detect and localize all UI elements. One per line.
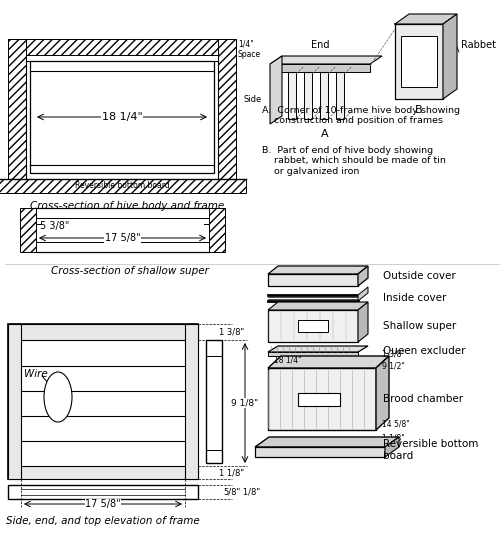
Polygon shape <box>358 302 368 342</box>
Polygon shape <box>376 356 389 430</box>
Text: 9 1/2": 9 1/2" <box>382 362 405 371</box>
Text: 17 5/8": 17 5/8" <box>85 499 121 509</box>
Text: B: B <box>415 105 423 115</box>
Polygon shape <box>358 287 368 301</box>
Text: Reversible bottom board: Reversible bottom board <box>75 182 169 191</box>
Bar <box>8 39 26 179</box>
Polygon shape <box>385 437 399 457</box>
Bar <box>20 208 36 252</box>
Bar <box>209 208 225 252</box>
Text: 1 3/8": 1 3/8" <box>382 350 405 358</box>
Text: 14 5/8": 14 5/8" <box>382 419 410 428</box>
Polygon shape <box>395 14 457 24</box>
Text: Brood chamber: Brood chamber <box>383 394 463 404</box>
Text: 1 1/8": 1 1/8" <box>382 433 405 443</box>
Text: End: End <box>311 40 329 50</box>
Text: 17 5/8": 17 5/8" <box>105 233 140 243</box>
Text: 18 1/4": 18 1/4" <box>274 356 302 365</box>
Polygon shape <box>268 346 368 352</box>
Bar <box>8 466 198 479</box>
Polygon shape <box>270 56 282 124</box>
Polygon shape <box>268 352 358 356</box>
Polygon shape <box>443 14 457 99</box>
Bar <box>8 324 21 479</box>
Text: 1 3/8": 1 3/8" <box>219 327 244 336</box>
Bar <box>8 324 198 479</box>
Bar <box>8 485 198 499</box>
Bar <box>30 61 214 173</box>
Text: Reversible bottom
board: Reversible bottom board <box>383 439 478 461</box>
Polygon shape <box>336 72 344 119</box>
Polygon shape <box>268 356 389 368</box>
Text: Inside cover: Inside cover <box>383 293 447 303</box>
Text: Outside cover: Outside cover <box>383 271 456 281</box>
Bar <box>268 368 376 430</box>
Text: Cross-section of hive body and frame: Cross-section of hive body and frame <box>30 201 224 211</box>
Text: 5/8": 5/8" <box>223 488 240 496</box>
Polygon shape <box>255 447 385 457</box>
Text: Queen excluder: Queen excluder <box>383 346 466 356</box>
Text: A: A <box>321 129 329 139</box>
Text: Cross-section of shallow super: Cross-section of shallow super <box>51 266 209 276</box>
Polygon shape <box>320 72 328 119</box>
Bar <box>298 393 340 406</box>
Text: Rabbet: Rabbet <box>461 40 496 50</box>
Bar <box>185 324 198 479</box>
Polygon shape <box>268 274 358 286</box>
Text: A.  Corner of 10-frame hive body showing
    construction and position of frames: A. Corner of 10-frame hive body showing … <box>262 106 460 125</box>
Text: 18 1/4": 18 1/4" <box>102 112 142 122</box>
Polygon shape <box>304 72 312 119</box>
Text: 5 3/8": 5 3/8" <box>40 221 70 231</box>
Bar <box>218 39 236 179</box>
Bar <box>8 39 236 55</box>
Bar <box>206 340 222 463</box>
Polygon shape <box>255 437 399 447</box>
Bar <box>270 64 370 72</box>
Text: 9 1/8": 9 1/8" <box>231 398 259 408</box>
Text: 1 1/8": 1 1/8" <box>219 468 244 477</box>
Bar <box>395 24 443 99</box>
Text: 1/4"
Space: 1/4" Space <box>238 39 261 59</box>
Text: 1 1/8": 1 1/8" <box>235 488 260 496</box>
Ellipse shape <box>44 372 72 422</box>
Polygon shape <box>268 266 368 274</box>
Text: Shallow super: Shallow super <box>383 321 456 331</box>
Bar <box>8 324 198 340</box>
Bar <box>298 320 328 332</box>
Bar <box>0 179 246 193</box>
Polygon shape <box>268 302 368 310</box>
Polygon shape <box>270 56 382 64</box>
Bar <box>268 310 358 342</box>
Bar <box>401 36 437 87</box>
Polygon shape <box>288 72 296 119</box>
Text: B.  Part of end of hive body showing
    rabbet, which should be made of tin
   : B. Part of end of hive body showing rabb… <box>262 146 446 176</box>
Text: Side: Side <box>244 95 262 104</box>
Polygon shape <box>358 266 368 286</box>
Text: Wire: Wire <box>24 369 48 379</box>
Text: Side, end, and top elevation of frame: Side, end, and top elevation of frame <box>6 516 200 526</box>
